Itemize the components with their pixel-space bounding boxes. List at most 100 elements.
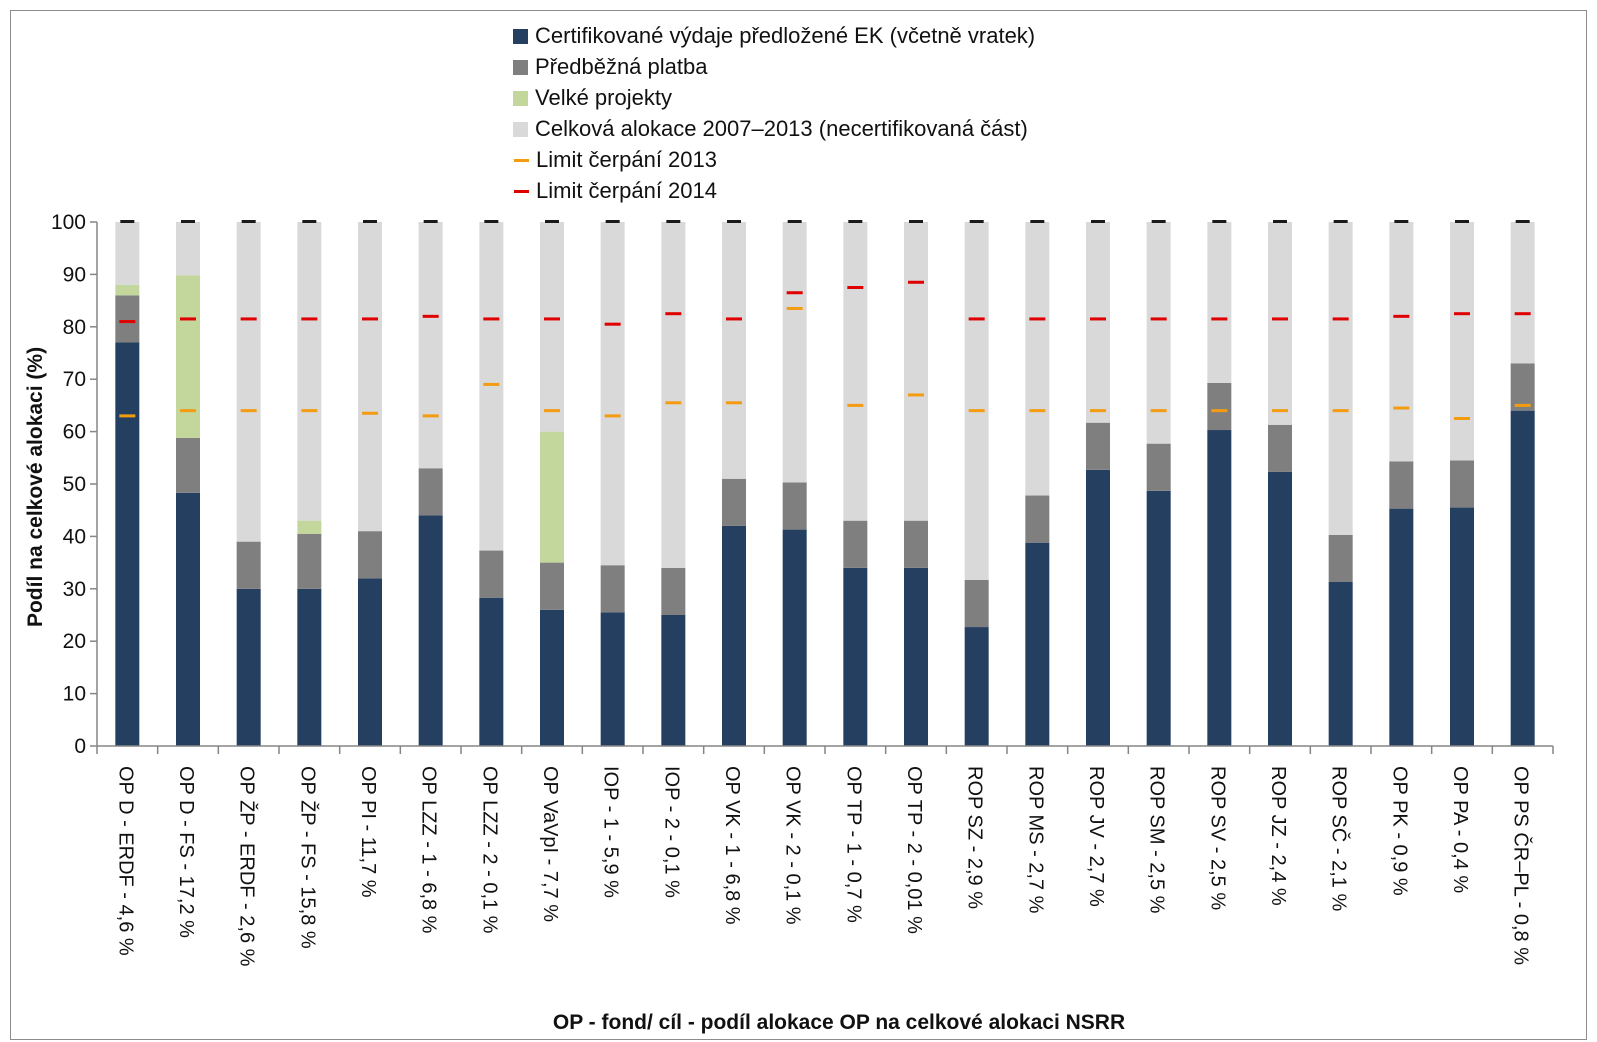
x-category-label-19: ROP SV - 2,5 % xyxy=(1206,766,1228,910)
x-category-label-22: OP PK - 0,9 % xyxy=(1388,766,1410,896)
bar-segment-5-series-4 xyxy=(358,222,382,532)
marker-1-19 xyxy=(1211,409,1228,413)
top-cap-16 xyxy=(1030,220,1045,223)
top-cap-13 xyxy=(848,220,863,223)
bar-segment-13-series-2 xyxy=(843,520,868,568)
legend-item-total-allocation: Celková alokace 2007–2013 (necertifikova… xyxy=(513,116,1028,141)
bar-segment-19-series-2 xyxy=(1207,382,1232,431)
top-cap-12 xyxy=(787,220,802,223)
x-category-label-8: OP VaVpI - 7,7 % xyxy=(539,766,561,922)
bar-segment-16-series-2 xyxy=(1025,495,1050,543)
bar-segment-21-series-1 xyxy=(1328,581,1353,746)
top-cap-11 xyxy=(727,220,741,223)
bar-segment-2-series-1 xyxy=(176,492,200,746)
bar-segment-15-series-4 xyxy=(964,222,989,580)
marker-1-8 xyxy=(544,409,560,413)
bar-segment-4-series-3 xyxy=(297,520,322,534)
top-cap-7 xyxy=(484,220,499,223)
bar-segment-5-series-1 xyxy=(358,578,382,746)
bar-segment-2-series-3 xyxy=(176,275,200,438)
bar-segment-7-series-2 xyxy=(479,550,504,598)
bar-segment-15-series-1 xyxy=(964,627,989,746)
marker-1-9 xyxy=(604,414,621,418)
bar-segment-4-series-4 xyxy=(297,222,322,521)
axes-layer xyxy=(90,221,1554,754)
x-category-label-1: OP D - ERDF - 4,6 % xyxy=(114,766,136,956)
bar-segment-20-series-4 xyxy=(1268,222,1292,425)
bar-segment-14-series-2 xyxy=(904,520,928,568)
marker-2-14 xyxy=(908,280,924,284)
bar-segment-4-series-2 xyxy=(297,533,322,589)
legend-item-limit-2014: Limit čerpání 2014 xyxy=(513,178,717,203)
marker-1-18 xyxy=(1150,409,1167,413)
bar-segment-15-series-2 xyxy=(964,579,989,628)
bar-segment-18-series-4 xyxy=(1146,222,1171,444)
legend-label-advance-payment: Předběžná platba xyxy=(535,54,708,79)
legend-item-advance-payment: Předběžná platba xyxy=(513,54,708,79)
bar-segment-4-series-1 xyxy=(297,588,322,746)
bar-segment-23-series-4 xyxy=(1450,222,1474,461)
x-axis-title: OP - fond/ cíl - podíl alokace OP na cel… xyxy=(553,1011,1125,1034)
marker-1-2 xyxy=(180,409,196,413)
x-category-label-10: IOP - 2 - 0,1 % xyxy=(660,766,682,898)
bar-segment-1-series-1 xyxy=(115,342,140,746)
x-category-label-9: IOP - 1 - 5,9 % xyxy=(600,766,622,898)
bar-segment-12-series-1 xyxy=(782,529,807,746)
bar-segment-3-series-4 xyxy=(236,222,261,542)
bar-segment-5-series-2 xyxy=(358,531,382,579)
bar-segment-21-series-4 xyxy=(1328,222,1353,535)
marker-2-23 xyxy=(1454,312,1470,316)
bar-segment-6-series-2 xyxy=(418,468,443,516)
bar-segment-20-series-2 xyxy=(1268,424,1292,472)
y-tick-label-40: 40 xyxy=(63,525,86,548)
bar-segment-14-series-1 xyxy=(904,567,928,746)
bar-segment-1-series-2 xyxy=(115,295,140,343)
x-category-label-11: OP VK - 1 - 6,8 % xyxy=(721,766,743,925)
marker-1-10 xyxy=(665,401,682,405)
bar-segment-22-series-1 xyxy=(1389,508,1414,746)
marker-2-9 xyxy=(604,322,621,326)
marker-1-17 xyxy=(1090,409,1106,413)
legend-swatch-advance-payment xyxy=(513,59,528,75)
x-category-label-18: ROP SM - 2,5 % xyxy=(1146,766,1168,914)
marker-2-12 xyxy=(786,291,803,295)
bar-segment-23-series-1 xyxy=(1450,507,1474,746)
bar-segment-11-series-4 xyxy=(722,222,746,479)
bar-segment-24-series-1 xyxy=(1510,410,1535,746)
bar-segment-19-series-1 xyxy=(1207,430,1232,746)
legend-swatch-total-allocation xyxy=(513,121,528,137)
bar-segment-1-series-4 xyxy=(115,222,140,285)
bar-segment-23-series-2 xyxy=(1450,460,1474,508)
bar-segment-11-series-2 xyxy=(722,478,746,526)
legend-label-large-projects: Velké projekty xyxy=(535,85,672,110)
bar-segment-20-series-1 xyxy=(1268,471,1292,746)
bar-segment-1-series-3 xyxy=(115,284,140,296)
marker-2-22 xyxy=(1393,314,1410,318)
x-category-label-21: ROP SČ - 2,1 % xyxy=(1328,766,1351,911)
legend-line-limit-2013 xyxy=(514,158,529,162)
x-category-label-15: ROP SZ - 2,9 % xyxy=(964,766,986,909)
bar-segment-6-series-4 xyxy=(418,222,443,469)
bar-segment-22-series-4 xyxy=(1389,222,1414,462)
marker-1-15 xyxy=(968,409,985,413)
marker-1-22 xyxy=(1393,406,1410,410)
marker-1-21 xyxy=(1332,409,1349,413)
bar-segment-13-series-4 xyxy=(843,222,868,521)
bar-segment-3-series-1 xyxy=(236,588,261,746)
y-tick-label-90: 90 xyxy=(63,263,86,286)
legend-item-limit-2013: Limit čerpání 2013 xyxy=(513,147,717,172)
bar-segment-8-series-4 xyxy=(540,222,564,432)
top-cap-6 xyxy=(423,220,438,223)
bar-segment-13-series-1 xyxy=(843,567,868,746)
top-cap-21 xyxy=(1333,220,1348,223)
x-category-label-24: OP PS ČR–PL - 0,8 % xyxy=(1510,766,1533,965)
marker-2-7 xyxy=(483,317,500,321)
top-cap-5 xyxy=(363,220,377,223)
marker-1-1 xyxy=(119,414,136,418)
bar-segment-14-series-4 xyxy=(904,222,928,521)
marker-2-21 xyxy=(1332,317,1349,321)
marker-2-11 xyxy=(726,317,742,321)
x-category-label-20: ROP JZ - 2,4 % xyxy=(1267,766,1289,906)
legend-label-limit-2014: Limit čerpání 2014 xyxy=(536,178,717,203)
bar-segment-8-series-2 xyxy=(540,562,564,610)
